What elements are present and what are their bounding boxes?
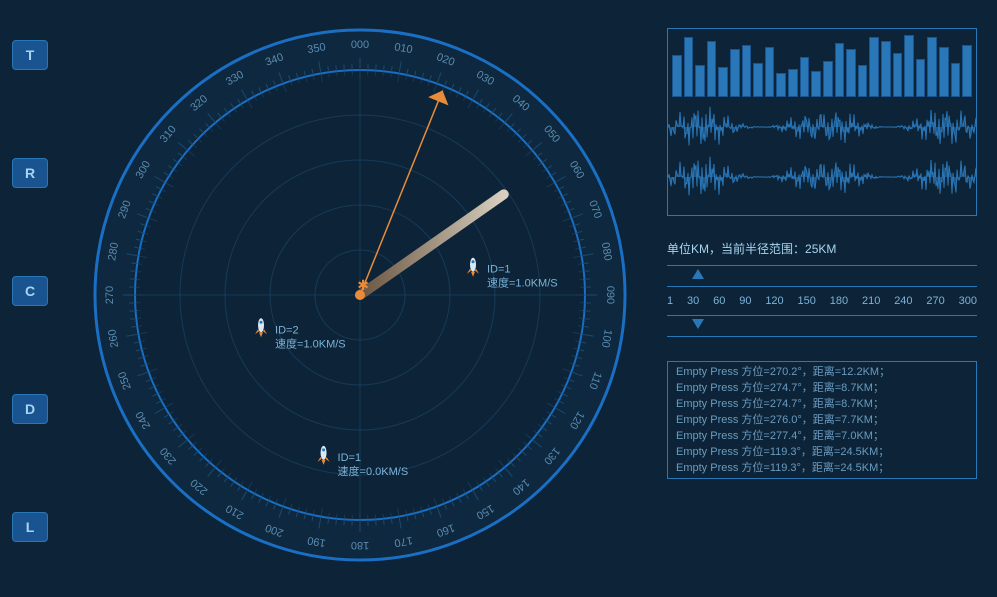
target-icon bbox=[255, 318, 267, 337]
side-button-d[interactable]: D bbox=[12, 394, 48, 424]
log-line: Empty Press 方位=276.0°，距离=7.7KM； bbox=[676, 412, 968, 428]
log-line: Empty Press 方位=119.3°，距离=24.5KM； bbox=[676, 444, 968, 460]
target-id-label: ID=1 bbox=[338, 452, 362, 464]
bar bbox=[927, 37, 937, 97]
target-speed-label: 速度=1.0KM/S bbox=[275, 336, 346, 350]
radar-display[interactable]: 0000100200300400500600700800901001101201… bbox=[80, 15, 640, 575]
svg-text:090: 090 bbox=[604, 286, 616, 304]
bar bbox=[811, 71, 821, 97]
svg-text:270: 270 bbox=[104, 286, 116, 304]
bar bbox=[846, 49, 856, 97]
slider-tick: 150 bbox=[798, 295, 816, 307]
slider-track-top[interactable] bbox=[667, 265, 977, 287]
log-line: Empty Press 方位=270.2°，距离=12.2KM； bbox=[676, 364, 968, 380]
bar bbox=[835, 43, 845, 97]
bar bbox=[962, 45, 972, 97]
slider-tick: 120 bbox=[765, 295, 783, 307]
target-id-label: ID=2 bbox=[275, 324, 299, 336]
slider-tick: 270 bbox=[926, 295, 944, 307]
bar bbox=[858, 65, 868, 97]
event-log: Empty Press 方位=270.2°，距离=12.2KM；Empty Pr… bbox=[667, 361, 977, 479]
slider-ticks: 1 30 60 90 120 150 180 210 240 270 300 bbox=[667, 295, 977, 307]
side-button-panel: T R C D L bbox=[12, 40, 48, 542]
slider-tick: 1 bbox=[667, 295, 673, 307]
target-speed-label: 速度=1.0KM/S bbox=[487, 276, 558, 290]
slider-tick: 240 bbox=[894, 295, 912, 307]
svg-text:000: 000 bbox=[351, 39, 369, 51]
slider-track-bottom[interactable] bbox=[667, 315, 977, 337]
bar bbox=[695, 65, 705, 97]
bar bbox=[672, 55, 682, 97]
slider-tick: 300 bbox=[959, 295, 977, 307]
bar bbox=[730, 49, 740, 97]
log-line: Empty Press 方位=277.4°，距离=7.0KM； bbox=[676, 428, 968, 444]
bar-chart bbox=[668, 29, 976, 97]
bar bbox=[904, 35, 914, 97]
log-line: Empty Press 方位=119.3°，距离=24.5KM； bbox=[676, 460, 968, 476]
bar bbox=[800, 57, 810, 97]
side-button-t[interactable]: T bbox=[12, 40, 48, 70]
log-line: Empty Press 方位=274.7°，距离=8.7KM； bbox=[676, 380, 968, 396]
slider-tick: 90 bbox=[739, 295, 751, 307]
bar bbox=[869, 37, 879, 97]
target-icon bbox=[467, 258, 479, 277]
bar bbox=[776, 73, 786, 97]
bar bbox=[718, 67, 728, 97]
slider-tick: 60 bbox=[713, 295, 725, 307]
slider-label: 单位KM，当前半径范围：25KM bbox=[667, 240, 977, 257]
bar bbox=[893, 53, 903, 97]
bar bbox=[684, 37, 694, 97]
right-panel: 单位KM，当前半径范围：25KM 1 30 60 90 120 150 180 210 240 2… bbox=[667, 28, 977, 479]
bar bbox=[742, 45, 752, 97]
bar bbox=[765, 47, 775, 97]
bar bbox=[881, 41, 891, 97]
slider-tick: 30 bbox=[687, 295, 699, 307]
target-speed-label: 速度=0.0KM/S bbox=[338, 464, 409, 478]
waveform bbox=[668, 97, 976, 209]
bar bbox=[707, 41, 717, 97]
log-line: Empty Press 方位=274.7°，距离=8.7KM； bbox=[676, 396, 968, 412]
slider-tick: 210 bbox=[862, 295, 880, 307]
svg-text:✱: ✱ bbox=[357, 277, 369, 293]
target-icon bbox=[318, 446, 330, 465]
bar bbox=[916, 59, 926, 97]
svg-text:180: 180 bbox=[351, 539, 369, 551]
bar bbox=[951, 63, 961, 97]
range-slider-section: 单位KM，当前半径范围：25KM 1 30 60 90 120 150 180 210 240 2… bbox=[667, 240, 977, 337]
slider-thumb-icon[interactable] bbox=[692, 269, 704, 279]
target-id-label: ID=1 bbox=[487, 264, 511, 276]
side-button-r[interactable]: R bbox=[12, 158, 48, 188]
bar bbox=[823, 61, 833, 97]
signal-chart bbox=[667, 28, 977, 216]
side-button-l[interactable]: L bbox=[12, 512, 48, 542]
bar bbox=[788, 69, 798, 97]
slider-tick: 180 bbox=[830, 295, 848, 307]
slider-thumb-icon[interactable] bbox=[692, 319, 704, 329]
bar bbox=[753, 63, 763, 97]
bar bbox=[939, 47, 949, 97]
side-button-c[interactable]: C bbox=[12, 276, 48, 306]
